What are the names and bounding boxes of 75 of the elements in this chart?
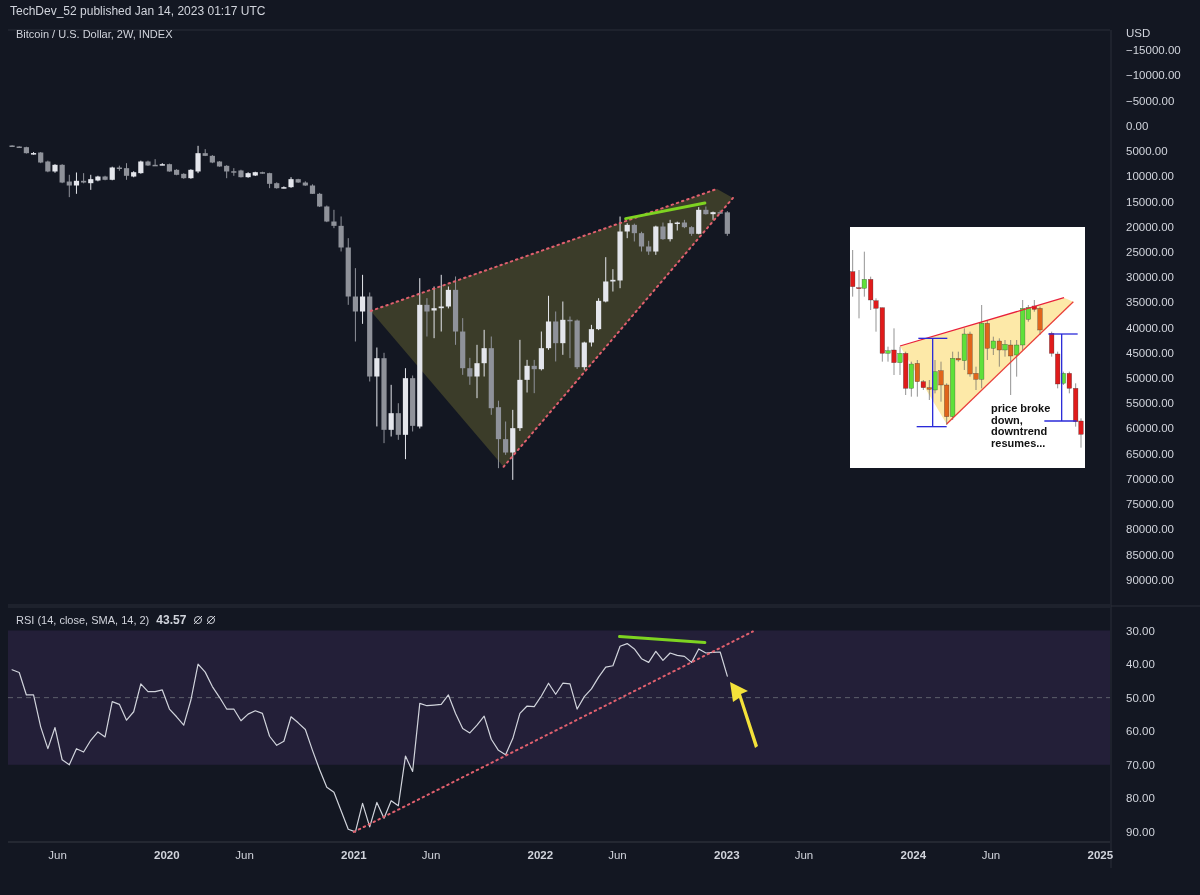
candlestick [560, 301, 566, 356]
candlestick [467, 357, 473, 386]
y-tick-label: 40000.00 [1126, 321, 1174, 334]
y-tick-label: −5000.00 [1126, 94, 1175, 107]
y-tick-label: 45000.00 [1126, 346, 1174, 359]
y-tick-label: 25000.00 [1126, 245, 1174, 258]
y-tick-label: 35000.00 [1126, 296, 1174, 309]
candlestick [588, 324, 595, 347]
candlestick [431, 285, 437, 339]
x-tick-label: 2022 [527, 849, 554, 861]
y-tick-label: 50.00 [1126, 691, 1155, 704]
candlestick [667, 219, 673, 242]
x-tick-label: 2023 [714, 849, 740, 861]
candlestick [710, 211, 716, 221]
y-tick-label: 20000.00 [1126, 220, 1174, 233]
y-tick-label: 50000.00 [1126, 372, 1174, 385]
candlestick [724, 210, 730, 237]
candlestick [524, 359, 530, 393]
y-tick-label: 80.00 [1126, 792, 1155, 805]
x-tick-label: Jun [981, 849, 1001, 861]
candlestick [553, 311, 559, 362]
candlestick [603, 256, 609, 303]
y-tick-label: 0.00 [1126, 119, 1149, 132]
text: RSI (14, close, SMA, 14, 2) [16, 614, 150, 626]
y-tick-label: 60.00 [1126, 725, 1155, 738]
x-tick-label: 2020 [154, 849, 180, 861]
candlestick [638, 231, 645, 253]
text: 43.57 [156, 613, 187, 627]
candlestick [445, 285, 451, 309]
candlestick [474, 344, 480, 399]
candlestick [66, 174, 72, 198]
candlestick [481, 329, 487, 378]
x-tick-label: Jun [48, 849, 67, 861]
candlestick [73, 171, 80, 195]
candlestick [331, 209, 337, 229]
candlestick [388, 384, 394, 437]
y-tick-label: 70.00 [1126, 758, 1155, 771]
y-tick-label: −10000.00 [1126, 69, 1181, 82]
candlestick [424, 297, 430, 338]
candlestick [281, 185, 287, 189]
annotation: price broke down, downtrend resumes... [991, 402, 1051, 449]
x-tick-label: Jun [421, 849, 441, 861]
x-tick-label: 2021 [341, 849, 368, 861]
x-tick-label: Jun [794, 849, 814, 861]
y-tick-label: 30000.00 [1126, 271, 1174, 284]
y-tick-label: 85000.00 [1126, 548, 1174, 561]
y-tick-label: 55000.00 [1126, 397, 1174, 410]
candlestick [359, 274, 366, 325]
y-tick-label: 30.00 [1126, 624, 1155, 637]
candlestick [374, 347, 380, 427]
y-tick-label: 65000.00 [1126, 447, 1174, 460]
y-tick-label: 90000.00 [1126, 573, 1174, 586]
text: TechDev_52 published Jan 14, 2023 01:17 UTC [10, 4, 266, 18]
y-tick-label: 80000.00 [1126, 523, 1174, 536]
y-tick-label: 90.00 [1126, 825, 1155, 838]
y-tick-label: 70000.00 [1126, 472, 1174, 485]
x-tick-label: Jun [608, 849, 627, 861]
candlestick [352, 267, 359, 343]
line-series [11, 642, 728, 833]
y-tick-label: 40.00 [1126, 658, 1155, 671]
y-tick-label: 15000.00 [1126, 195, 1174, 208]
candlestick [395, 402, 401, 441]
candlestick [503, 421, 509, 456]
y-axis-title: USD [1126, 27, 1151, 39]
y-tick-label: 60000.00 [1126, 422, 1174, 435]
x-tick-label: 2025 [1087, 849, 1114, 861]
y-tick-label: 10000.00 [1126, 170, 1174, 183]
candlestick [538, 331, 544, 371]
y-tick-label: 5000.00 [1126, 145, 1168, 158]
x-tick-label: Jun [235, 849, 254, 861]
candlestick [338, 215, 344, 252]
y-tick-label: 75000.00 [1126, 498, 1174, 511]
chart-title: Bitcoin / U.S. Dollar, 2W, INDEX [16, 28, 174, 40]
y-tick-label: −15000.00 [1126, 44, 1181, 57]
x-tick-label: 2024 [900, 849, 927, 861]
